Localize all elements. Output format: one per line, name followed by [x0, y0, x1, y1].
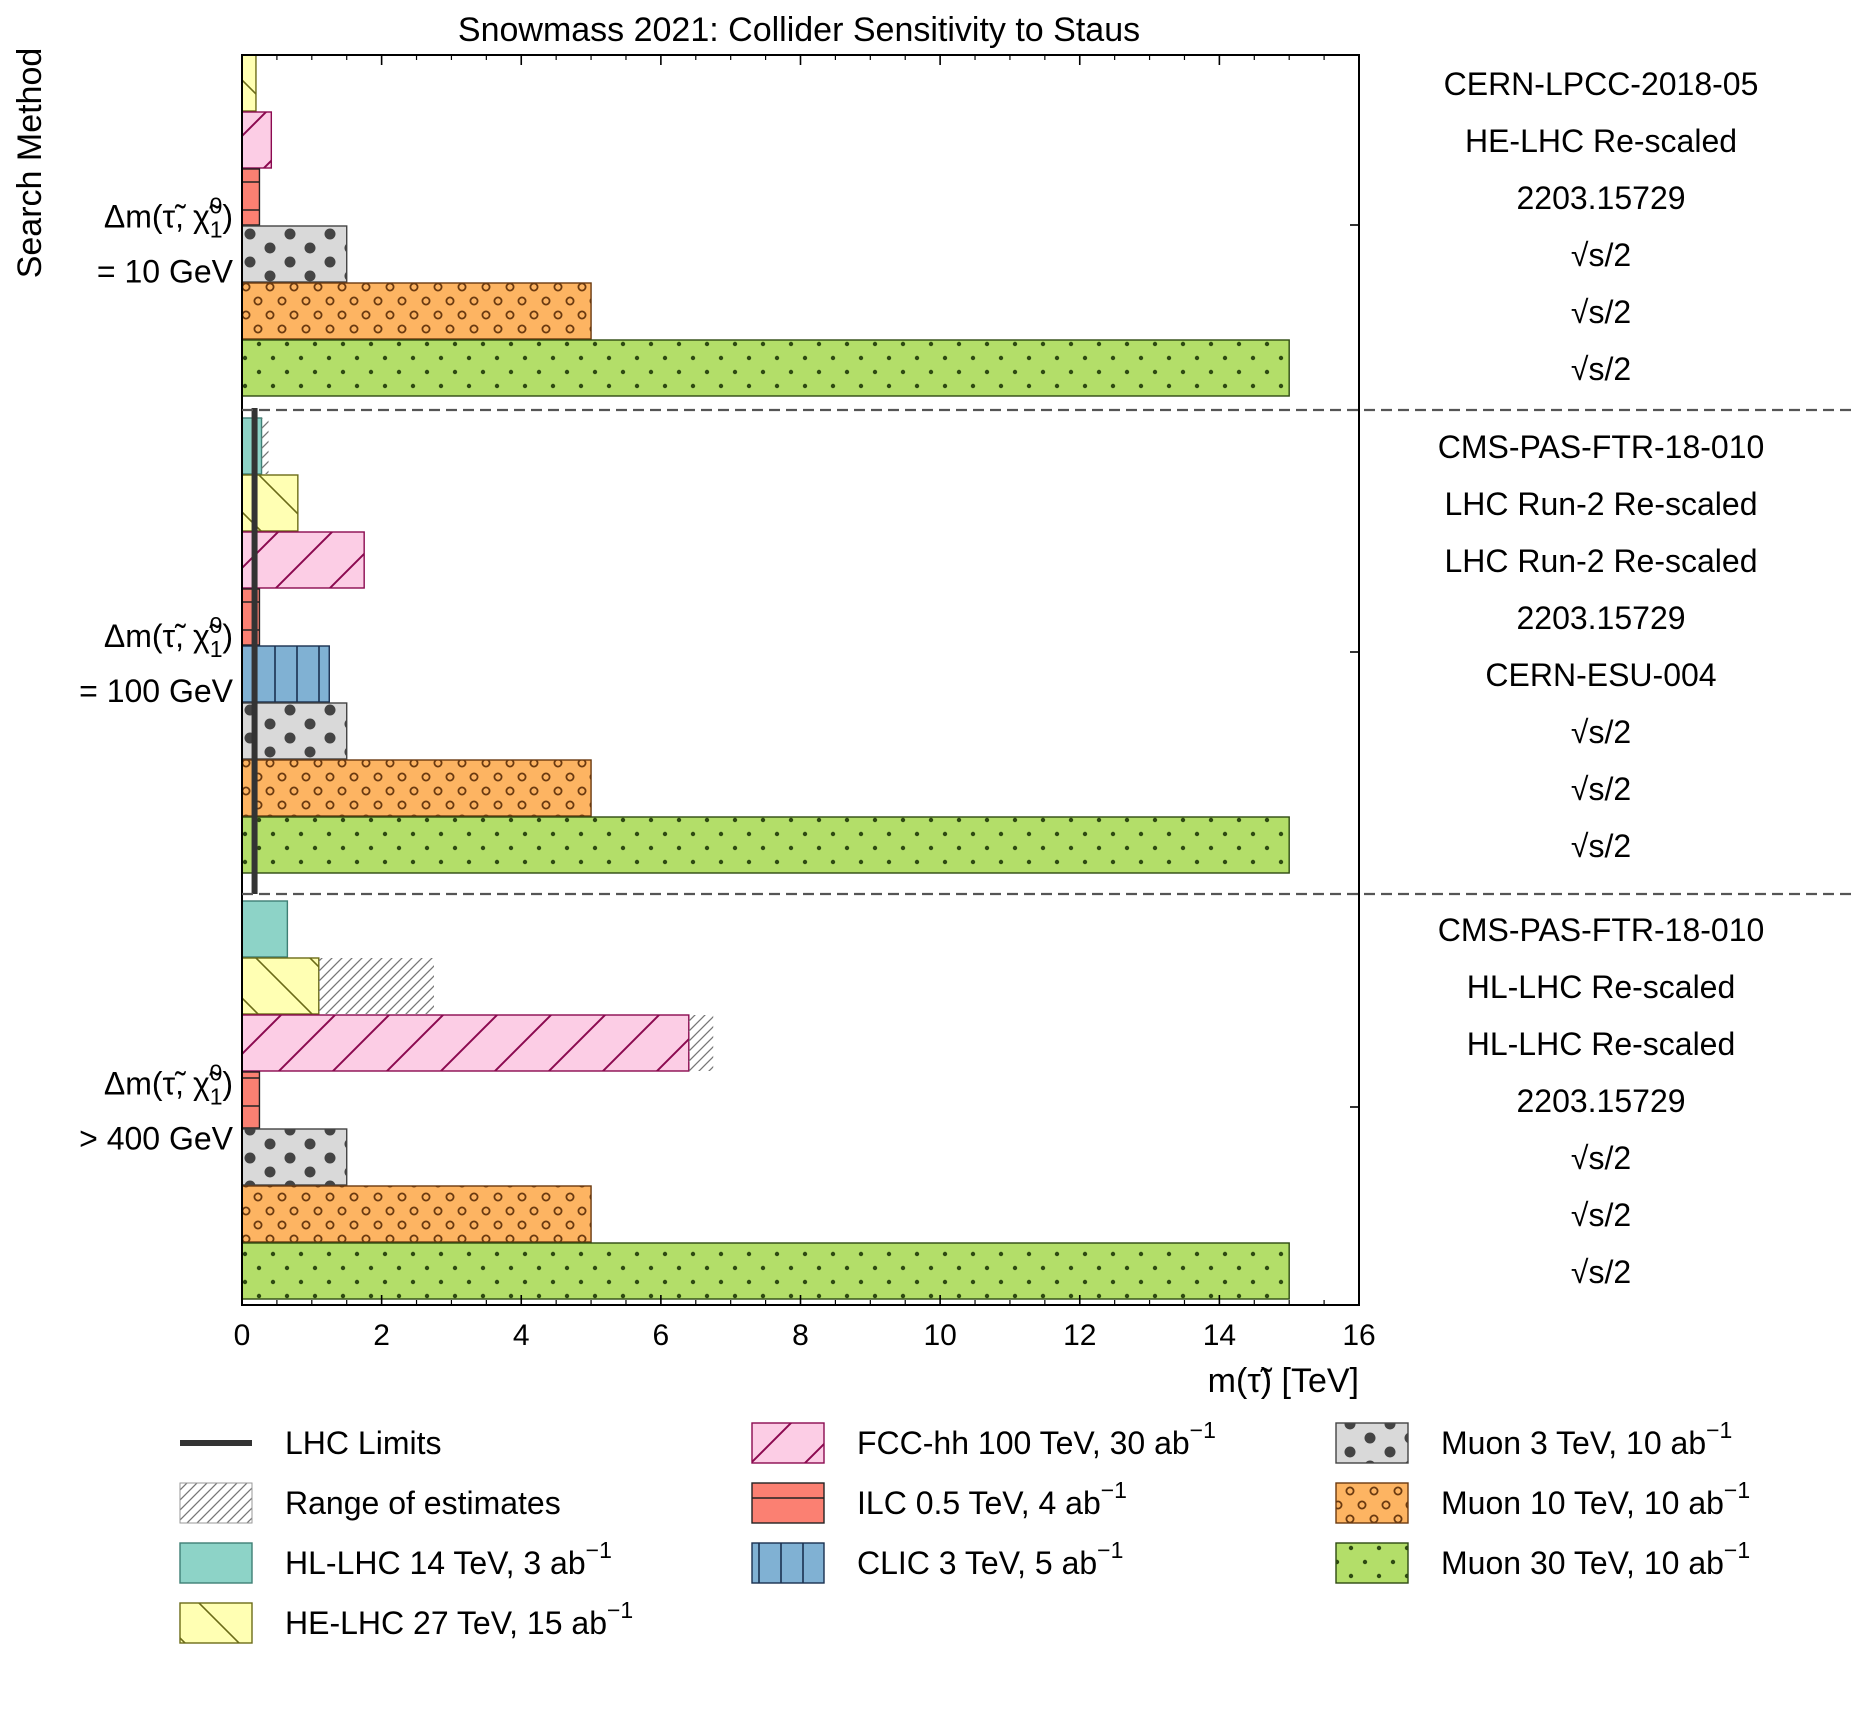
reference-label: HE-LHC Re-scaled: [1465, 123, 1737, 159]
reference-label: √s/2: [1571, 1254, 1631, 1290]
legend-swatch-outline-fcc: [751, 1422, 825, 1464]
legend-swatch-outline-mu3: [1335, 1422, 1409, 1464]
bar-hatch-ilc: [242, 1072, 260, 1128]
plot-frame: [241, 54, 1360, 1306]
bar-hatch-mu3: [242, 1129, 347, 1185]
reference-labels: CERN-LPCC-2018-05 HE-LHC Re-scaled 2203.15…: [1438, 66, 1765, 1290]
reference-label: √s/2: [1571, 771, 1631, 807]
reference-label: 2203.15729: [1516, 180, 1685, 216]
legend-label: Range of estimates: [285, 1485, 561, 1521]
reference-label: HL-LHC Re-scaled: [1467, 1026, 1736, 1062]
bar-hatch-he: [242, 475, 298, 531]
bar-hatch-mu30: [242, 817, 1290, 873]
legend-swatch-hl: [180, 1543, 252, 1583]
reference-label: 2203.15729: [1516, 600, 1685, 636]
bar-hatch-mu10: [242, 760, 592, 816]
group-label-line1: Δm(τ̃, χ̃10): [104, 612, 233, 662]
reference-label: √s/2: [1571, 294, 1631, 330]
bar-hatch-he: [242, 55, 256, 111]
legend-swatch-outline-clic: [751, 1542, 825, 1584]
group-label-line1: Δm(τ̃, χ̃10): [104, 193, 233, 243]
legend-swatch-hatch-mu3: [1336, 1423, 1408, 1463]
legend-label: Muon 10 TeV, 10 ab−1: [1441, 1477, 1750, 1521]
x-tick-label: 8: [792, 1319, 809, 1352]
bars-layer: [241, 54, 1290, 1300]
reference-label: √s/2: [1571, 351, 1631, 387]
legend-label: FCC-hh 100 TeV, 30 ab−1: [857, 1417, 1216, 1461]
legend-swatch-outline-mu10: [1335, 1482, 1409, 1524]
legend-swatch-range: [179, 1482, 253, 1524]
reference-label: 2203.15729: [1516, 1083, 1685, 1119]
reference-label: √s/2: [1571, 1140, 1631, 1176]
legend-swatch-outline-mu30: [1335, 1542, 1409, 1584]
bar-hatch-fcc: [242, 532, 365, 588]
x-ticks: 0 2 4 6 8 10 12 14 16: [234, 55, 1376, 1352]
y-axis-label: Search Method: [11, 48, 49, 279]
group-label-line2: > 400 GeV: [79, 1121, 234, 1157]
bar-hatch-mu10: [242, 1186, 592, 1242]
group-labels: Δm(τ̃, χ̃10) = 10 GeV Δm(τ̃, χ̃10) = 100 Ge…: [79, 193, 234, 1157]
reference-label: CERN-LPCC-2018-05: [1444, 66, 1759, 102]
reference-label: √s/2: [1571, 828, 1631, 864]
bar-hatch-fcc: [242, 112, 272, 168]
group-label-line2: = 10 GeV: [97, 254, 234, 290]
legend-label: ILC 0.5 TeV, 4 ab−1: [857, 1477, 1127, 1521]
range-of-estimates-fcc: [688, 1015, 714, 1071]
bar-hatch-mu3: [242, 703, 347, 759]
x-tick-label: 6: [653, 1319, 670, 1352]
range-of-estimates-hl: [261, 418, 269, 474]
legend-swatch-hatch-mu30: [1336, 1543, 1408, 1583]
bar-hatch-mu30: [242, 1243, 1290, 1299]
legend-swatch-hatch-ilc: [752, 1483, 824, 1523]
group-label-line2: = 100 GeV: [79, 673, 234, 709]
x-tick-label: 12: [1063, 1319, 1096, 1352]
reference-label: CMS-PAS-FTR-18-010: [1438, 429, 1765, 465]
ranges-layer: [261, 418, 714, 1071]
x-axis-label: m(τ̃) [TeV]: [1208, 1362, 1359, 1400]
legend-swatch-hatch-clic: [752, 1543, 824, 1583]
x-tick-label: 0: [234, 1319, 251, 1352]
bar-hl: [242, 901, 288, 957]
legend-swatch-outline-ilc: [751, 1482, 825, 1524]
legend-swatch-hatch-fcc: [752, 1423, 824, 1463]
bar-hatch-mu10: [242, 283, 592, 339]
bar-hatch-mu30: [242, 340, 1290, 396]
reference-label: LHC Run-2 Re-scaled: [1444, 486, 1757, 522]
reference-label: √s/2: [1571, 714, 1631, 750]
range-of-estimates-he: [318, 958, 434, 1014]
legend-label: HL-LHC 14 TeV, 3 ab−1: [285, 1537, 612, 1581]
legend: LHC Limits Range of estimates HL-LHC 14 Te…: [179, 1417, 1750, 1644]
chart-title: Snowmass 2021: Collider Sensitivity to S…: [458, 11, 1140, 49]
x-tick-label: 16: [1342, 1319, 1375, 1352]
reference-label: HL-LHC Re-scaled: [1467, 969, 1736, 1005]
x-tick-label: 10: [923, 1319, 956, 1352]
x-tick-label: 14: [1203, 1319, 1236, 1352]
x-tick-label: 2: [373, 1319, 390, 1352]
legend-label: LHC Limits: [285, 1425, 441, 1461]
x-tick-label: 4: [513, 1319, 530, 1352]
bar-hatch-ilc: [242, 169, 260, 225]
legend-swatch-hatch-mu10: [1336, 1483, 1408, 1523]
reference-label: LHC Run-2 Re-scaled: [1444, 543, 1757, 579]
bar-hatch-he: [242, 958, 319, 1014]
reference-label: CMS-PAS-FTR-18-010: [1438, 912, 1765, 948]
legend-label: CLIC 3 TeV, 5 ab−1: [857, 1537, 1123, 1581]
reference-label: CERN-ESU-004: [1485, 657, 1716, 693]
bar-hatch-fcc: [242, 1015, 689, 1071]
legend-swatch-outline-he: [179, 1602, 253, 1644]
legend-swatch-outline-hl: [179, 1542, 253, 1584]
bar-hatch-mu3: [242, 226, 347, 282]
legend-label: Muon 3 TeV, 10 ab−1: [1441, 1417, 1732, 1461]
reference-label: √s/2: [1571, 237, 1631, 273]
legend-label: Muon 30 TeV, 10 ab−1: [1441, 1537, 1750, 1581]
reference-label: √s/2: [1571, 1197, 1631, 1233]
legend-label: HE-LHC 27 TeV, 15 ab−1: [285, 1597, 633, 1641]
group-label-line1: Δm(τ̃, χ̃10): [104, 1060, 233, 1110]
legend-swatch-hatch-he: [180, 1603, 252, 1643]
